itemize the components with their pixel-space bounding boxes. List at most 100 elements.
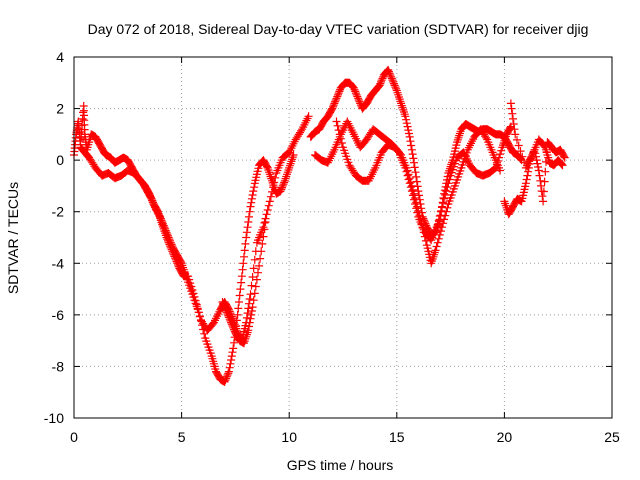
- data-point: [176, 258, 185, 266]
- data-point: [200, 329, 209, 338]
- data-point: [334, 89, 343, 98]
- data-point: [164, 233, 173, 242]
- data-point: [387, 72, 396, 81]
- data-point: [414, 206, 423, 215]
- data-point: [521, 179, 530, 188]
- data-point: [235, 291, 244, 300]
- data-point: [263, 162, 271, 171]
- data-point: [442, 207, 451, 216]
- data-point: [375, 81, 384, 90]
- data-point: [278, 183, 286, 192]
- data-point: [354, 96, 363, 104]
- data-point: [407, 145, 416, 154]
- data-point: [413, 202, 422, 211]
- data-point: [388, 76, 397, 85]
- data-point: [223, 371, 232, 379]
- data-point: [256, 254, 265, 263]
- data-point: [406, 178, 415, 187]
- data-point: [262, 210, 271, 219]
- y-tick-label: 2: [56, 101, 64, 117]
- data-point: [334, 126, 343, 135]
- chart-title: Day 072 of 2018, Sidereal Day-to-day VTE…: [88, 21, 589, 37]
- data-point: [351, 89, 360, 98]
- data-point: [510, 125, 519, 134]
- data-point: [236, 285, 245, 294]
- data-point: [224, 369, 233, 378]
- data-point: [497, 146, 506, 155]
- data-point: [246, 314, 255, 323]
- data-point: [418, 224, 427, 232]
- data-point: [220, 303, 229, 312]
- data-point: [150, 201, 159, 210]
- data-point: [532, 156, 541, 165]
- data-point: [199, 325, 208, 334]
- data-point: [247, 194, 256, 203]
- data-point: [243, 223, 252, 232]
- data-point: [160, 223, 169, 232]
- data-point: [228, 348, 237, 357]
- data-point: [496, 150, 505, 159]
- data-point: [417, 219, 426, 228]
- data-point: [240, 246, 249, 255]
- data-point: [337, 139, 346, 147]
- data-point: [227, 352, 236, 361]
- data-point: [431, 246, 440, 255]
- data-point: [407, 141, 416, 150]
- data-point: [247, 281, 256, 290]
- data-point: [239, 259, 248, 268]
- data-point: [221, 304, 230, 313]
- data-point: [350, 85, 359, 94]
- data-point: [234, 304, 243, 313]
- data-point: [445, 175, 454, 184]
- data-point: [389, 77, 398, 86]
- data-point: [377, 77, 385, 86]
- data-point: [439, 219, 448, 228]
- data-point: [513, 135, 521, 144]
- data-point: [540, 142, 549, 150]
- x-axis-label: GPS time / hours: [287, 457, 394, 473]
- data-point: [403, 166, 412, 175]
- data-point: [247, 310, 256, 319]
- data-point: [276, 187, 285, 196]
- data-point: [402, 115, 411, 124]
- data-point: [159, 221, 168, 230]
- data-point: [242, 233, 251, 242]
- data-point: [412, 172, 421, 181]
- data-point: [522, 175, 531, 184]
- data-point: [557, 160, 566, 169]
- data-point: [329, 102, 337, 111]
- data-point: [496, 166, 505, 175]
- data-point: [511, 130, 520, 139]
- data-point: [264, 201, 273, 210]
- data-point: [226, 359, 235, 368]
- data-point: [331, 97, 340, 106]
- data-point: [261, 218, 270, 226]
- data-point: [401, 112, 410, 121]
- data-point: [247, 307, 256, 315]
- data-point: [161, 224, 170, 233]
- data-point: [534, 166, 543, 175]
- data-point: [249, 264, 258, 273]
- data-point: [332, 117, 341, 126]
- data-point: [243, 309, 252, 318]
- data-point: [219, 299, 228, 308]
- data-point: [249, 187, 258, 196]
- data-point: [266, 192, 275, 201]
- data-point: [442, 187, 451, 196]
- data-point: [246, 290, 255, 299]
- data-point: [432, 242, 441, 251]
- data-point: [523, 171, 532, 180]
- data-point: [433, 238, 442, 247]
- data-point: [433, 220, 442, 229]
- data-point: [147, 194, 156, 203]
- data-point: [222, 308, 231, 317]
- x-tick-label: 5: [178, 429, 186, 445]
- data-point: [237, 272, 246, 281]
- data-point: [534, 163, 543, 171]
- data-point: [355, 97, 364, 106]
- data-point: [516, 147, 525, 156]
- data-point: [378, 74, 387, 83]
- data-point: [536, 176, 545, 185]
